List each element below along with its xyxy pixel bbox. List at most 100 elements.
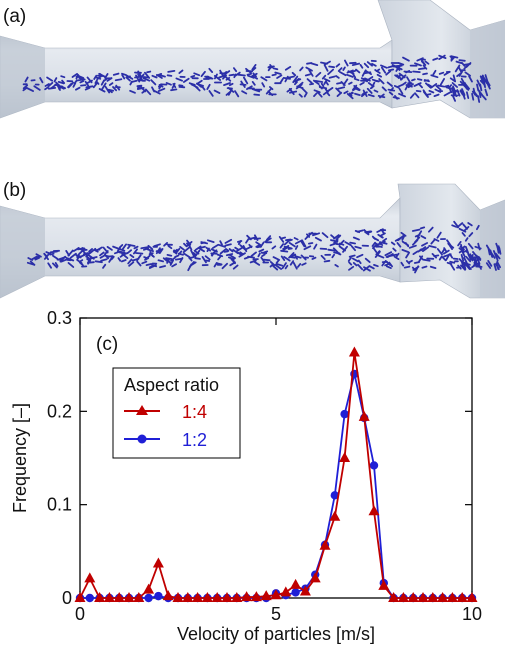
x-tick-label: 0 <box>75 604 85 624</box>
particle <box>280 249 289 253</box>
particle <box>386 81 393 87</box>
particle <box>26 87 34 92</box>
particle <box>468 232 474 238</box>
data-point-triangle <box>172 592 184 602</box>
particle <box>253 93 261 96</box>
particle <box>104 85 111 94</box>
legend-label-1-2: 1:2 <box>182 430 207 450</box>
particle <box>357 263 364 271</box>
particle <box>269 260 276 267</box>
particle <box>348 265 355 271</box>
particle <box>364 231 370 236</box>
particle <box>72 82 77 88</box>
series-1-4 <box>74 346 478 602</box>
data-point-triangle <box>103 592 115 602</box>
particle <box>224 238 233 244</box>
particle <box>439 78 446 86</box>
data-point-circle <box>291 588 300 597</box>
particle <box>326 87 334 93</box>
particle <box>287 75 295 79</box>
particle <box>285 238 292 242</box>
particle <box>183 242 188 248</box>
particle <box>458 59 466 62</box>
particle <box>441 256 447 262</box>
particle <box>44 83 50 87</box>
particle <box>427 226 434 233</box>
particle <box>295 83 303 90</box>
particle <box>121 252 129 257</box>
particle <box>328 65 336 69</box>
particle <box>479 83 483 92</box>
particle <box>429 265 437 270</box>
particle <box>396 241 402 248</box>
particle <box>321 74 327 80</box>
data-point-triangle <box>270 589 282 600</box>
particle <box>337 67 343 72</box>
data-point-triangle <box>231 592 243 602</box>
particle <box>430 238 436 245</box>
particle <box>367 93 375 98</box>
particle <box>94 248 101 252</box>
particle <box>82 252 89 256</box>
particle <box>264 237 272 243</box>
particle <box>251 75 259 80</box>
data-point-triangle <box>241 591 253 602</box>
particle <box>251 81 256 86</box>
particle <box>346 73 354 78</box>
particle <box>49 250 58 254</box>
particle <box>47 81 54 88</box>
particle <box>348 254 356 258</box>
particle <box>484 74 489 82</box>
particle <box>331 253 336 259</box>
particle <box>408 244 417 249</box>
particle <box>342 245 349 253</box>
particle <box>434 88 442 93</box>
particle <box>343 90 349 95</box>
particle <box>456 89 461 97</box>
particle <box>413 261 421 264</box>
particle <box>461 231 466 237</box>
particle <box>272 256 281 261</box>
particle <box>369 85 375 90</box>
particle <box>303 92 308 98</box>
particle <box>288 241 296 248</box>
particle <box>87 261 95 264</box>
data-point-triangle <box>417 592 429 602</box>
particle <box>421 246 430 253</box>
particle <box>33 85 41 91</box>
particle <box>131 257 140 262</box>
particle <box>489 249 493 258</box>
particle <box>480 94 487 101</box>
particle <box>247 74 255 79</box>
particle <box>481 75 488 83</box>
particle <box>163 241 169 247</box>
panel-label-b: (b) <box>3 180 26 201</box>
particle <box>179 245 185 251</box>
particle <box>377 233 384 239</box>
particle <box>376 73 383 78</box>
particle <box>75 86 81 91</box>
particle <box>496 260 502 269</box>
particle <box>224 243 232 247</box>
particle <box>183 252 191 259</box>
particle <box>199 245 206 249</box>
particle <box>392 96 400 100</box>
particle <box>333 234 340 240</box>
particle <box>398 92 407 98</box>
particle <box>432 57 439 61</box>
particle <box>246 73 252 76</box>
particle <box>378 78 385 85</box>
particle <box>219 69 224 77</box>
particle <box>60 75 66 79</box>
particle <box>347 256 352 262</box>
particle <box>114 250 121 255</box>
particle <box>292 75 299 84</box>
particle <box>125 74 134 80</box>
particle <box>328 75 336 79</box>
particle <box>433 93 440 97</box>
particle <box>94 260 103 264</box>
particle <box>485 262 492 269</box>
particle <box>121 243 127 251</box>
particle <box>208 90 214 97</box>
particle <box>438 54 446 60</box>
